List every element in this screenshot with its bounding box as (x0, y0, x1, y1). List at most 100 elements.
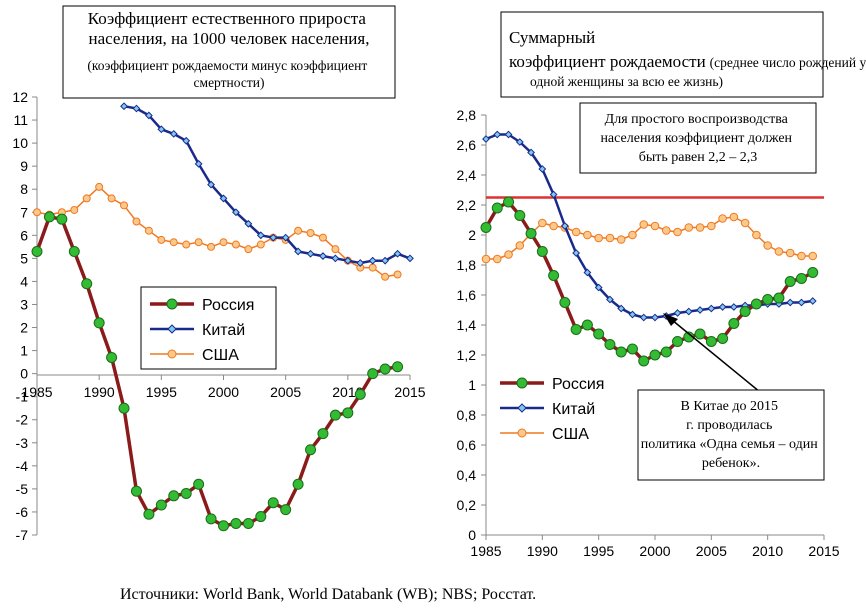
right-y-tick-label: 2,4 (457, 167, 477, 183)
left-china-point (381, 256, 390, 265)
right-usa-point (639, 220, 649, 229)
left-y-tick-label: 8 (20, 181, 28, 197)
left-title-box (62, 5, 396, 99)
left-y-tick-label: 0 (20, 366, 28, 382)
right-x-tick-label: 1995 (583, 543, 614, 559)
right-russia-point (503, 196, 515, 208)
left-china-point (244, 219, 253, 228)
right-russia-point (581, 319, 593, 331)
left-china-point (343, 256, 352, 265)
right-y-tick-label: 2,6 (457, 137, 477, 153)
left-usa-point (368, 263, 377, 272)
left-usa-point (219, 238, 228, 247)
left-usa-point (381, 272, 390, 281)
left-usa-point (82, 194, 91, 203)
right-legend-usa-marker (517, 428, 527, 438)
right-y-tick-label: 1 (468, 377, 476, 393)
right-russia-point (705, 336, 717, 347)
right-y-tick-label: 0,2 (457, 497, 477, 513)
right-usa-point (650, 221, 660, 231)
right-y-tick-label: 0,4 (457, 467, 477, 483)
right-usa-point (808, 251, 818, 261)
left-china-point (182, 136, 191, 145)
left-russia-point (367, 368, 379, 380)
right-usa-point (684, 223, 694, 232)
left-y-tick-label: -6 (16, 504, 29, 520)
left-russia-point (143, 508, 155, 520)
left-russia-point (155, 499, 167, 511)
left-legend-china-label: Китай (202, 322, 245, 339)
left-usa-point (393, 270, 402, 279)
right-usa-point (616, 235, 626, 244)
china-policy-note: В Китае до 2015 г. проводилась политика … (641, 399, 821, 471)
right-usa-point (673, 227, 682, 237)
left-russia-point (193, 478, 205, 490)
right-russia-point (807, 267, 819, 278)
right-russia-point (750, 298, 762, 310)
right-x-tick-label: 2010 (752, 543, 783, 559)
right-russia-point (525, 228, 537, 239)
right-china-point (808, 297, 817, 305)
left-usa-point (318, 233, 327, 242)
left-usa-point (70, 205, 79, 214)
right-china-point (549, 190, 558, 199)
left-y-tick-label: 5 (20, 250, 28, 266)
left-usa-point (331, 245, 340, 254)
left-legend-china-marker (167, 324, 177, 334)
left-china-point (406, 254, 414, 263)
left-russia-point (168, 490, 180, 502)
right-russia-point (784, 276, 796, 287)
left-x-tick-label: 1990 (84, 384, 115, 400)
left-usa-point (33, 208, 41, 217)
right-y-tick-label: 0,6 (457, 437, 477, 453)
left-china-point (294, 247, 303, 256)
right-china-point (482, 135, 490, 143)
right-usa-point (774, 247, 784, 256)
left-usa-point (306, 229, 315, 238)
left-y-tick-label: 4 (20, 273, 28, 289)
left-x-tick-label: 2015 (394, 384, 425, 400)
left-china-point (207, 180, 215, 189)
left-china-point (306, 249, 315, 258)
left-china-point (144, 111, 153, 120)
right-usa-point (661, 226, 671, 235)
left-russia-point (392, 361, 404, 373)
right-china-point (560, 222, 569, 230)
left-y-tick-label: 1 (20, 343, 28, 359)
left-china-point (368, 256, 377, 265)
right-y-tick-label: 2 (468, 227, 476, 243)
left-x-tick-label: 1995 (146, 384, 177, 400)
left-russia-point (130, 485, 142, 497)
right-russia-point (773, 292, 785, 304)
left-usa-point (132, 217, 141, 226)
left-legend-usa-marker (167, 349, 177, 359)
right-usa-point (492, 254, 502, 264)
right-china-point (684, 307, 693, 316)
right-russia-point (548, 270, 560, 281)
left-y-tick-label: -4 (16, 458, 29, 474)
left-usa-point (194, 238, 203, 247)
right-china-point (515, 138, 524, 146)
arrow-head-icon (663, 313, 678, 326)
left-legend-usa-label: США (202, 347, 239, 364)
left-russia-point (292, 478, 304, 490)
right-y-tick-label: 0 (468, 527, 476, 543)
right-usa-point (594, 233, 603, 243)
left-y-tick-label: -5 (16, 481, 29, 497)
right-x-tick-label: 2000 (639, 543, 670, 559)
left-usa-point (95, 182, 104, 191)
left-y-tick-label: -2 (16, 412, 29, 428)
right-china-point (504, 130, 513, 139)
right-y-tick-label: 2,2 (457, 197, 477, 213)
left-legend-russia-label: Россия (202, 297, 254, 314)
left-russia-point (118, 402, 130, 414)
source-footnote: Источники: World Bank, World Databank (W… (120, 586, 536, 603)
right-x-tick-label: 2005 (696, 543, 727, 559)
right-usa-point (481, 254, 491, 264)
left-usa-point (157, 235, 166, 244)
right-china-point (493, 130, 502, 139)
left-russia-point (342, 407, 354, 419)
right-russia-point (739, 306, 751, 317)
right-legend-china-label: Китай (552, 401, 595, 418)
left-usa-point (256, 240, 265, 249)
